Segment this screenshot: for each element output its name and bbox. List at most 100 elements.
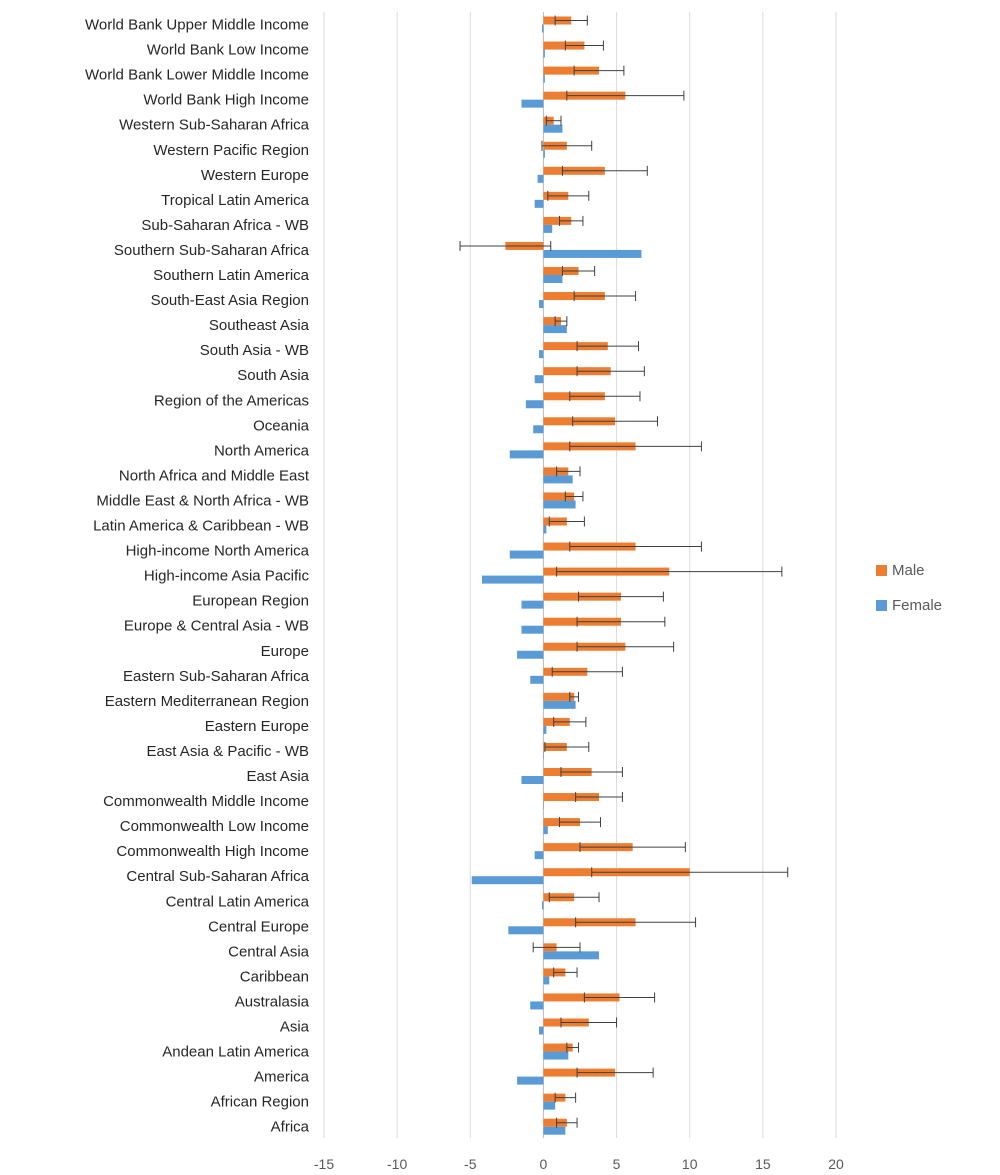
bar-female xyxy=(521,99,544,108)
category-label: East Asia & Pacific - WB xyxy=(146,743,309,760)
category-label: Southern Sub-Saharan Africa xyxy=(114,242,310,259)
category-label: World Bank Low Income xyxy=(147,42,309,59)
category-label: Central Latin America xyxy=(166,893,310,910)
bar-female xyxy=(539,300,544,309)
bar-female xyxy=(509,450,544,459)
category-label: North America xyxy=(214,442,310,459)
legend-female-swatch xyxy=(876,600,887,611)
bar-female xyxy=(543,74,545,83)
category-label: South-East Asia Region xyxy=(151,292,309,309)
bar-female xyxy=(543,1101,556,1110)
bar-female xyxy=(543,124,563,133)
x-tick-label: -10 xyxy=(387,1156,407,1172)
category-label: European Region xyxy=(192,593,309,610)
category-label: Eastern Sub-Saharan Africa xyxy=(123,668,310,685)
category-label: Southern Latin America xyxy=(153,267,310,284)
bar-female xyxy=(534,199,544,208)
bar-female xyxy=(543,801,544,810)
bar-male xyxy=(543,317,561,326)
x-tick-label: -15 xyxy=(314,1156,334,1172)
bar-female xyxy=(541,24,544,33)
category-label: Southeast Asia xyxy=(209,317,310,334)
bar-female xyxy=(543,49,545,58)
bar-female xyxy=(471,876,544,885)
category-label: Africa xyxy=(271,1119,310,1136)
bar-female xyxy=(543,149,545,158)
category-label: World Bank High Income xyxy=(143,92,309,109)
legend-male-label: Male xyxy=(892,562,925,579)
category-label: Eastern Mediterranean Region xyxy=(105,693,309,710)
category-label: South Asia - WB xyxy=(200,342,309,359)
bar-female xyxy=(539,1026,544,1035)
bar-female xyxy=(543,475,573,484)
legend: Male Female xyxy=(876,562,942,614)
bar-female xyxy=(517,1076,544,1085)
bar-female xyxy=(543,525,547,534)
category-label: Europe & Central Asia - WB xyxy=(124,618,309,635)
bar-female xyxy=(543,700,576,709)
bar-female xyxy=(521,625,544,634)
category-label: World Bank Lower Middle Income xyxy=(85,67,309,84)
category-label: Commonwealth High Income xyxy=(116,843,309,860)
category-label: Central Sub-Saharan Africa xyxy=(126,868,309,885)
bar-male xyxy=(543,216,572,225)
bar-female xyxy=(543,826,548,835)
bar-female xyxy=(521,776,544,784)
legend-female-label: Female xyxy=(892,597,942,614)
bar-female xyxy=(530,1001,544,1010)
bar-female xyxy=(543,976,550,985)
x-tick-label: 5 xyxy=(613,1156,621,1172)
bar-female xyxy=(534,375,544,384)
bar-male xyxy=(543,467,569,476)
category-label: North Africa and Middle East xyxy=(119,467,310,484)
bar-female xyxy=(543,249,642,258)
x-tick-labels: -15 -10 -5 0 5 10 15 20 xyxy=(314,1156,844,1172)
bar-male xyxy=(543,793,600,802)
bar-female xyxy=(543,325,567,334)
category-label: Sub-Saharan Africa - WB xyxy=(141,217,309,234)
bar-female xyxy=(541,901,544,910)
category-label: Australasia xyxy=(235,993,310,1010)
bar-male xyxy=(543,492,575,501)
x-tick-label: 20 xyxy=(828,1156,844,1172)
bar-female xyxy=(543,275,563,283)
category-label: Latin America & Caribbean - WB xyxy=(93,518,309,535)
bar-female xyxy=(543,500,576,509)
x-tick-label: 10 xyxy=(682,1156,698,1172)
category-label: Central Europe xyxy=(208,918,309,935)
x-tick-label: 0 xyxy=(540,1156,548,1172)
category-label: America xyxy=(254,1069,310,1086)
category-label: Asia xyxy=(280,1019,310,1036)
bar-female xyxy=(539,350,544,359)
category-label: Region of the Americas xyxy=(154,392,309,409)
category-label: African Region xyxy=(211,1094,309,1111)
category-label: World Bank Upper Middle Income xyxy=(85,17,309,34)
bar-female xyxy=(537,174,544,183)
bars xyxy=(471,16,690,1135)
bar-male xyxy=(543,267,579,275)
category-label: Europe xyxy=(261,643,309,660)
category-label: Middle East & North Africa - WB xyxy=(96,492,309,509)
bar-male xyxy=(543,1093,566,1102)
bar-female xyxy=(534,851,544,860)
legend-male-swatch xyxy=(876,565,887,576)
x-tick-label: 15 xyxy=(755,1156,771,1172)
category-label: High-income North America xyxy=(126,543,310,560)
category-label: East Asia xyxy=(246,768,309,785)
bar-female xyxy=(543,725,547,734)
bar-female xyxy=(517,650,544,659)
category-label: Tropical Latin America xyxy=(161,192,309,209)
bar-female xyxy=(525,400,544,409)
bar-female xyxy=(508,926,544,935)
category-label: Commonwealth Low Income xyxy=(120,818,309,835)
bar-female xyxy=(543,1126,566,1135)
category-label: Andean Latin America xyxy=(162,1044,309,1061)
category-label: Commonwealth Middle Income xyxy=(103,793,309,810)
bar-female xyxy=(481,575,544,584)
category-label: Oceania xyxy=(253,417,310,434)
category-label: High-income Asia Pacific xyxy=(144,568,310,585)
category-label: Central Asia xyxy=(228,943,310,960)
bar-male xyxy=(543,1118,567,1127)
error-bars xyxy=(459,15,789,1128)
